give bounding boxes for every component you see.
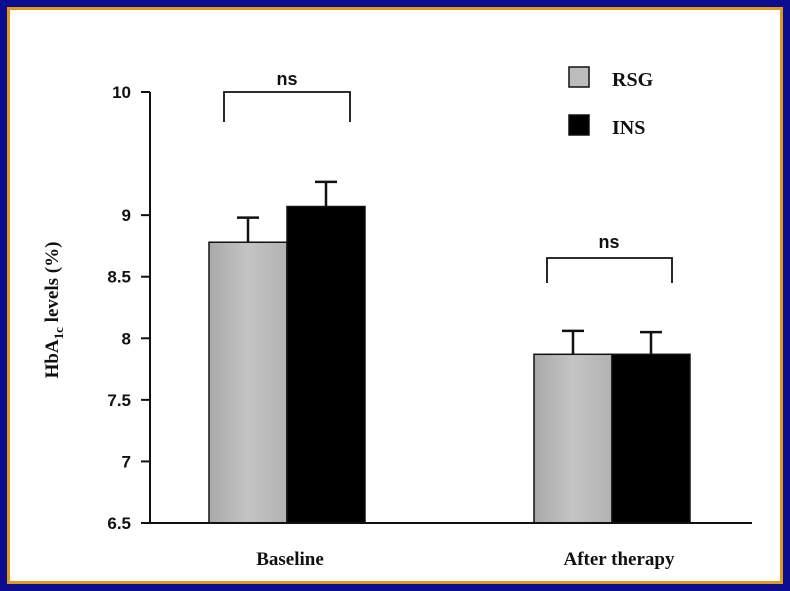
legend: RSG INS: [568, 66, 654, 139]
bar-rsg-baseline: [208, 241, 288, 524]
y-tick-label: 9: [122, 206, 131, 225]
y-tick-label: 7.5: [107, 391, 131, 410]
bar-rsg-after-therapy: [533, 353, 613, 524]
bar-ins-baseline: [286, 205, 366, 524]
significance-label-ns: ns: [598, 232, 619, 252]
significance-label-ns: ns: [276, 69, 297, 89]
y-tick-label: 6.5: [107, 514, 131, 533]
legend-swatch-rsg: [568, 66, 590, 88]
y-axis-title: HbA1c levels (%): [42, 242, 66, 379]
significance-bracket: [546, 257, 673, 283]
y-tick-label: 7: [122, 452, 131, 471]
bar-ins-after-therapy: [611, 353, 691, 524]
legend-swatch-ins: [568, 114, 590, 136]
y-ticks-group: 10 9 8.5 8 7.5 7 6.5: [107, 83, 150, 533]
y-tick-label: 10: [112, 83, 131, 102]
significance-brackets: ns ns: [223, 69, 673, 283]
error-bars-group: [237, 180, 662, 355]
y-tick-label: 8.5: [107, 268, 131, 287]
legend-label-rsg: RSG: [612, 69, 654, 91]
y-axis-title-rest: levels (%): [42, 242, 63, 327]
bars-group: [208, 205, 691, 524]
y-axis-title-main: HbA: [42, 339, 63, 378]
significance-bracket: [223, 91, 351, 122]
y-tick-label: 8: [122, 329, 131, 348]
y-axis-title-subscript: 1c: [51, 327, 66, 340]
legend-label-ins: INS: [612, 117, 645, 139]
category-label-after-therapy: After therapy: [564, 549, 675, 570]
category-label-baseline: Baseline: [256, 549, 324, 570]
axes-group: [149, 92, 752, 524]
